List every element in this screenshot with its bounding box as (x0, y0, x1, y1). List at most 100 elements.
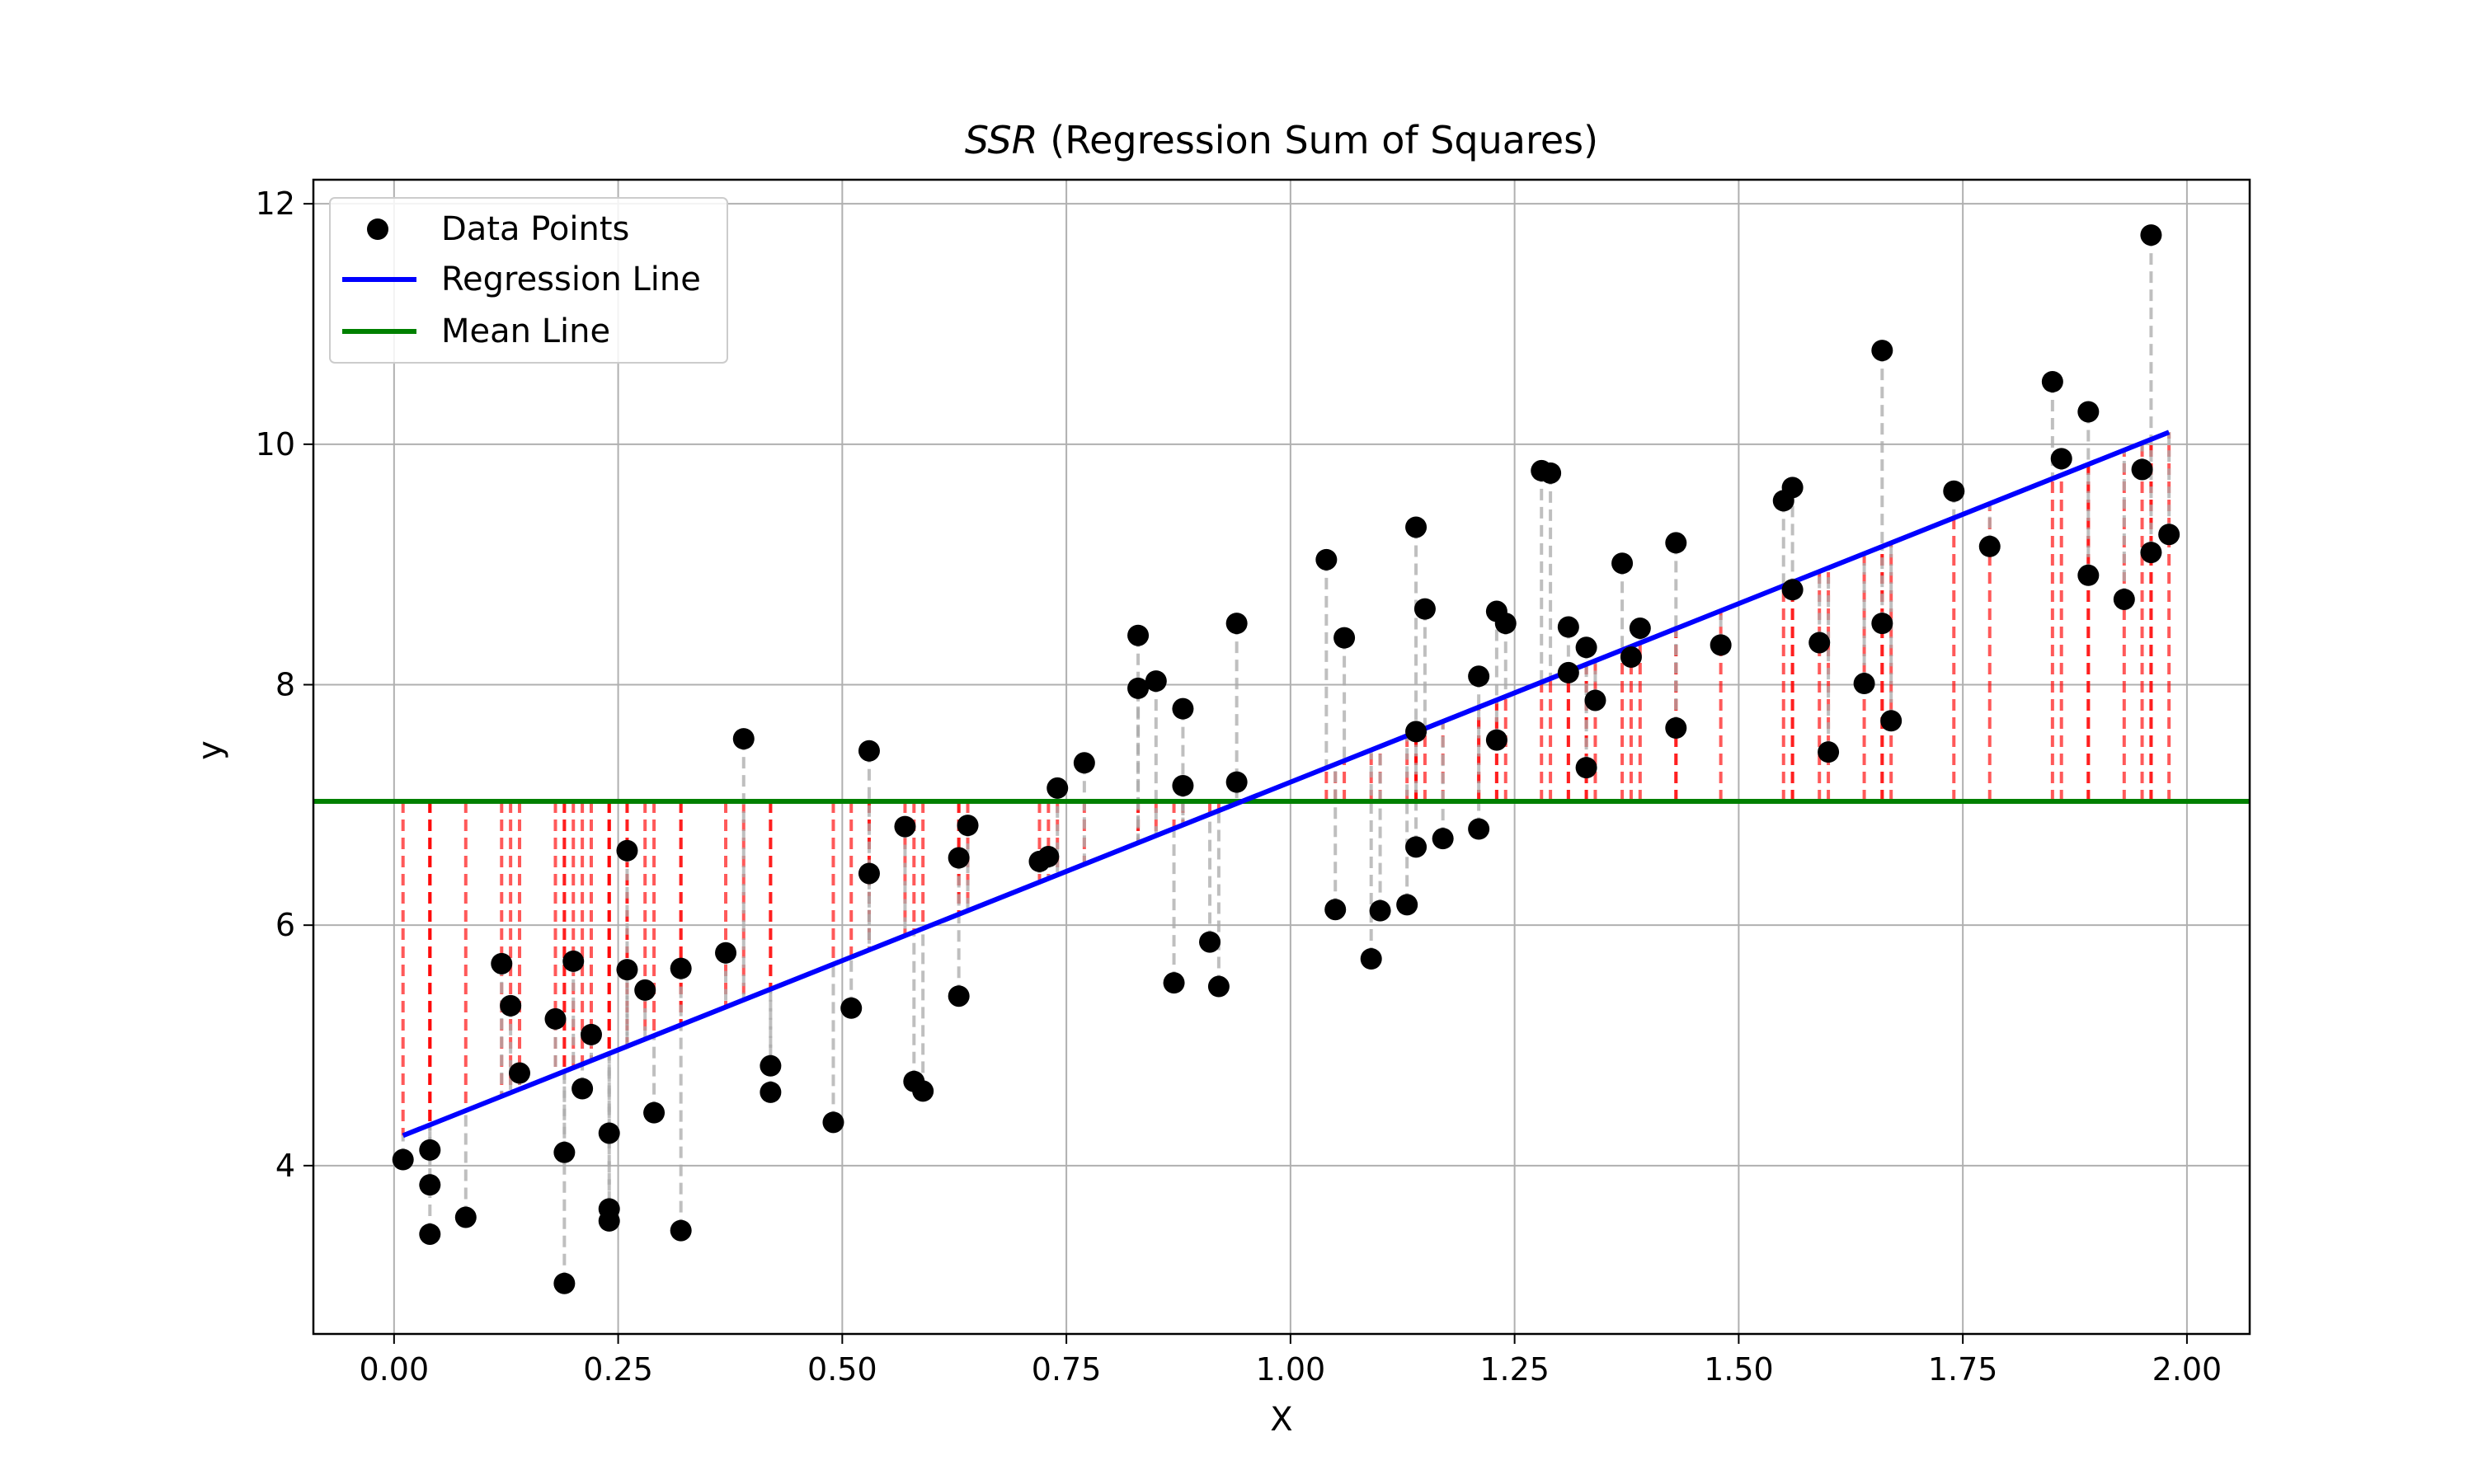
y-axis-label: y (191, 740, 229, 760)
data-point (553, 1272, 576, 1294)
y-tick-label: 8 (275, 667, 295, 703)
data-point (1620, 646, 1642, 668)
data-point (2140, 224, 2162, 247)
data-point (1315, 548, 1338, 571)
data-point (670, 1219, 692, 1242)
data-point (2077, 401, 2100, 423)
data-point (419, 1139, 441, 1161)
data-points (392, 224, 2180, 1294)
data-point (1808, 632, 1831, 654)
data-point (1494, 613, 1517, 635)
data-point (858, 862, 880, 885)
data-point (670, 957, 692, 979)
data-point (1871, 613, 1893, 635)
data-point (1485, 729, 1507, 751)
data-point (1073, 752, 1095, 774)
data-point (392, 1148, 414, 1171)
data-point (2041, 371, 2063, 392)
data-point (1172, 775, 1194, 796)
data-point (760, 1054, 782, 1077)
y-tick-label: 12 (256, 186, 295, 222)
x-tick-label: 0.50 (807, 1351, 877, 1388)
data-point (1163, 972, 1185, 994)
data-point (1575, 757, 1597, 779)
data-point (454, 1206, 477, 1228)
legend-box (329, 197, 728, 364)
data-point (948, 847, 970, 869)
data-point (1818, 741, 1840, 763)
regression-line-layer (402, 430, 2171, 1139)
data-point (1207, 975, 1230, 998)
legend-label-mean-line: Mean Line (441, 312, 610, 350)
x-tick-label: 1.25 (1479, 1351, 1550, 1388)
data-point (1880, 710, 1903, 732)
data-point (1405, 836, 1427, 858)
x-tick-label: 2.00 (2152, 1351, 2222, 1388)
data-point (732, 728, 755, 750)
data-point (2113, 588, 2135, 610)
data-point (760, 1081, 782, 1103)
data-point (544, 1007, 567, 1030)
data-point (419, 1223, 441, 1245)
data-point (1405, 516, 1427, 538)
data-point (715, 942, 737, 964)
data-point (1781, 579, 1804, 601)
x-tick-label: 1.75 (1928, 1351, 1998, 1388)
x-tick-label: 1.50 (1704, 1351, 1774, 1388)
data-point (562, 950, 585, 972)
data-point (580, 1023, 602, 1045)
data-point (643, 1101, 666, 1124)
data-point (1629, 617, 1651, 639)
data-point (419, 1174, 441, 1196)
data-point (1145, 670, 1167, 693)
data-point (2131, 458, 2153, 481)
x-axis-ticks: 0.00 0.25 0.50 0.75 1.00 1.25 1.50 1.75 2.00 (360, 1334, 2222, 1388)
data-point (571, 1078, 594, 1100)
legend-label-data-points: Data Points (441, 210, 629, 248)
data-point (634, 979, 656, 1001)
data-point (1781, 477, 1804, 499)
data-point (840, 997, 863, 1019)
data-point (1225, 613, 1248, 635)
data-point (1584, 689, 1606, 711)
data-point (491, 952, 513, 974)
chart-title-rest: (Regression Sum of Squares) (1038, 118, 1598, 162)
data-point (598, 1122, 620, 1144)
regression-line (402, 430, 2171, 1139)
data-point (1665, 717, 1687, 739)
data-point (509, 1062, 531, 1084)
chart-title: SSR (Regression Sum of Squares) (965, 118, 1598, 162)
data-point (1127, 624, 1150, 646)
data-point (1557, 616, 1579, 638)
data-point (1557, 661, 1579, 683)
data-point (1047, 777, 1069, 799)
data-point (2158, 524, 2180, 546)
x-tick-label: 0.75 (1032, 1351, 1102, 1388)
data-point (1710, 634, 1732, 656)
data-point (1405, 721, 1427, 743)
data-point (1324, 899, 1347, 921)
data-point (2140, 542, 2162, 564)
data-point (1396, 894, 1418, 916)
data-point (957, 815, 979, 837)
chart-title-italic: SSR (965, 118, 1038, 162)
data-point (894, 815, 916, 838)
data-point (1943, 480, 1965, 502)
data-point (1037, 846, 1060, 868)
data-point (1871, 340, 1893, 362)
y-axis-ticks: 4 6 8 10 12 (256, 186, 313, 1184)
data-point (1413, 598, 1436, 620)
data-point (1575, 636, 1597, 659)
residual-lines (401, 235, 2171, 1284)
x-tick-label: 1.00 (1256, 1351, 1326, 1388)
data-point (1540, 462, 1562, 484)
data-point (616, 839, 638, 862)
data-point (1978, 535, 2001, 557)
data-point (1369, 899, 1391, 922)
y-tick-label: 10 (256, 426, 295, 463)
y-tick-label: 6 (275, 907, 295, 943)
data-point (1468, 665, 1490, 688)
data-point (1172, 697, 1194, 720)
data-point (858, 740, 880, 762)
